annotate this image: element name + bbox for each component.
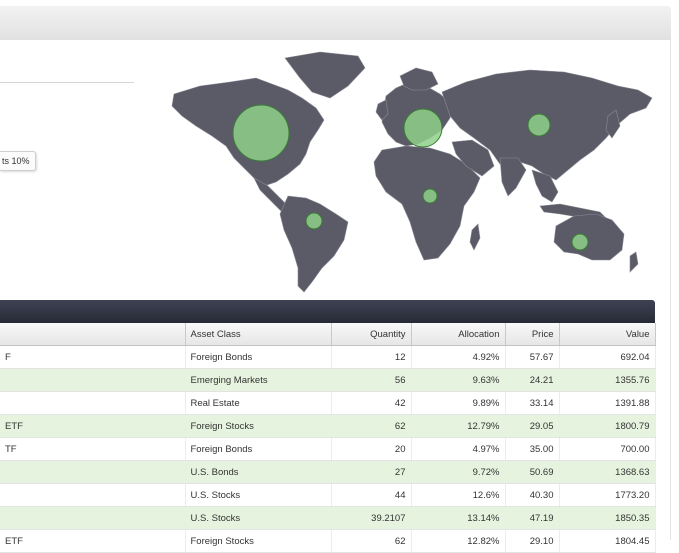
cell-price: 47.19 xyxy=(505,506,560,530)
cell-name: F xyxy=(0,345,186,369)
table-row[interactable]: TF Foreign Bonds 20 4.97% 35.00 700.00 xyxy=(0,437,656,461)
south-america-bubble[interactable] xyxy=(305,212,323,230)
cell-name xyxy=(0,460,186,484)
cell-allocation: 12.79% xyxy=(411,414,506,438)
cell-quantity: 56 xyxy=(331,368,412,392)
south-america-shape xyxy=(279,195,349,293)
cell-value: 700.00 xyxy=(559,437,656,461)
panel-border xyxy=(670,40,671,540)
cell-quantity: 20 xyxy=(331,437,412,461)
cell-allocation: 12.82% xyxy=(411,529,506,553)
table-header-row: Asset Class Quantity Allocation Price Va… xyxy=(0,323,656,346)
table-row[interactable]: U.S. Bonds 27 9.72% 50.69 1368.63 xyxy=(0,460,656,484)
uk-shape xyxy=(375,99,389,121)
cell-price: 50.69 xyxy=(505,460,560,484)
table-row[interactable]: ETF Foreign Stocks 62 12.79% 29.05 1800.… xyxy=(0,414,656,438)
cell-quantity: 27 xyxy=(331,460,412,484)
column-header-quantity[interactable]: Quantity xyxy=(331,323,412,346)
japan-shape xyxy=(605,109,621,139)
cell-allocation: 9.72% xyxy=(411,460,506,484)
scandinavia-shape xyxy=(399,67,439,91)
cell-asset-class: Foreign Bonds xyxy=(185,345,332,369)
greenland-shape xyxy=(284,51,366,99)
cell-value: 1355.76 xyxy=(559,368,656,392)
column-header-value[interactable]: Value xyxy=(559,323,656,346)
table-row[interactable]: Real Estate 42 9.89% 33.14 1391.88 xyxy=(0,391,656,415)
map-bubbles xyxy=(232,104,589,251)
world-map[interactable] xyxy=(160,46,665,296)
table-row[interactable]: F Foreign Bonds 12 4.92% 57.67 692.04 xyxy=(0,345,656,369)
australia-shape xyxy=(553,213,625,261)
cell-quantity: 62 xyxy=(331,414,412,438)
cell-price: 33.14 xyxy=(505,391,560,415)
cell-asset-class: Emerging Markets xyxy=(185,368,332,392)
cell-value: 1773.20 xyxy=(559,483,656,507)
cell-asset-class: U.S. Bonds xyxy=(185,460,332,484)
grid-title-bar xyxy=(0,300,655,323)
window-header-bar xyxy=(0,6,671,41)
europe-bubble[interactable] xyxy=(403,108,443,148)
cell-price: 57.67 xyxy=(505,345,560,369)
cell-name xyxy=(0,368,186,392)
chart-tooltip: ts 10% xyxy=(0,151,36,171)
column-header-asset-class[interactable]: Asset Class xyxy=(185,323,332,346)
cell-quantity: 62 xyxy=(331,529,412,553)
india-shape xyxy=(499,157,527,197)
cell-price: 40.30 xyxy=(505,483,560,507)
cell-quantity: 39.2107 xyxy=(331,506,412,530)
cell-quantity: 12 xyxy=(331,345,412,369)
cell-value: 1368.63 xyxy=(559,460,656,484)
new-zealand-shape xyxy=(629,251,639,273)
cell-asset-class: U.S. Stocks xyxy=(185,483,332,507)
cell-value: 692.04 xyxy=(559,345,656,369)
cell-price: 29.05 xyxy=(505,414,560,438)
cell-name: TF xyxy=(0,437,186,461)
column-header-name[interactable] xyxy=(0,323,186,346)
cell-asset-class: Foreign Stocks xyxy=(185,529,332,553)
table-row[interactable]: ETF Foreign Stocks 62 12.82% 29.10 1804.… xyxy=(0,529,656,553)
cell-asset-class: Foreign Stocks xyxy=(185,414,332,438)
map-land xyxy=(171,51,653,293)
asia-bubble[interactable] xyxy=(527,113,551,137)
cell-allocation: 13.14% xyxy=(411,506,506,530)
southeast-asia-shape xyxy=(531,169,559,203)
cell-allocation: 9.89% xyxy=(411,391,506,415)
cell-name: ETF xyxy=(0,529,186,553)
column-header-allocation[interactable]: Allocation xyxy=(411,323,506,346)
cell-price: 35.00 xyxy=(505,437,560,461)
cell-name xyxy=(0,483,186,507)
cell-name xyxy=(0,391,186,415)
holdings-table: Asset Class Quantity Allocation Price Va… xyxy=(0,323,656,553)
madagascar-shape xyxy=(469,223,481,251)
cell-value: 1391.88 xyxy=(559,391,656,415)
cell-name xyxy=(0,506,186,530)
cell-asset-class: Real Estate xyxy=(185,391,332,415)
africa-shape xyxy=(373,145,481,261)
middle-east-shape xyxy=(451,139,495,177)
cell-allocation: 4.92% xyxy=(411,345,506,369)
cell-allocation: 9.63% xyxy=(411,368,506,392)
cell-allocation: 4.97% xyxy=(411,437,506,461)
cell-price: 29.10 xyxy=(505,529,560,553)
table-row[interactable]: U.S. Stocks 39.2107 13.14% 47.19 1850.35 xyxy=(0,506,656,530)
north-america-bubble[interactable] xyxy=(232,104,290,162)
cell-price: 24.21 xyxy=(505,368,560,392)
table-row[interactable]: Emerging Markets 56 9.63% 24.21 1355.76 xyxy=(0,368,656,392)
africa-bubble[interactable] xyxy=(422,188,438,204)
cell-name: ETF xyxy=(0,414,186,438)
cell-value: 1850.35 xyxy=(559,506,656,530)
column-header-price[interactable]: Price xyxy=(505,323,560,346)
cell-quantity: 44 xyxy=(331,483,412,507)
cell-quantity: 42 xyxy=(331,391,412,415)
cell-asset-class: Foreign Bonds xyxy=(185,437,332,461)
table-row[interactable]: U.S. Stocks 44 12.6% 40.30 1773.20 xyxy=(0,483,656,507)
cell-value: 1800.79 xyxy=(559,414,656,438)
legend-divider xyxy=(0,82,134,83)
australia-bubble[interactable] xyxy=(571,233,589,251)
cell-value: 1804.45 xyxy=(559,529,656,553)
cell-asset-class: U.S. Stocks xyxy=(185,506,332,530)
cell-allocation: 12.6% xyxy=(411,483,506,507)
